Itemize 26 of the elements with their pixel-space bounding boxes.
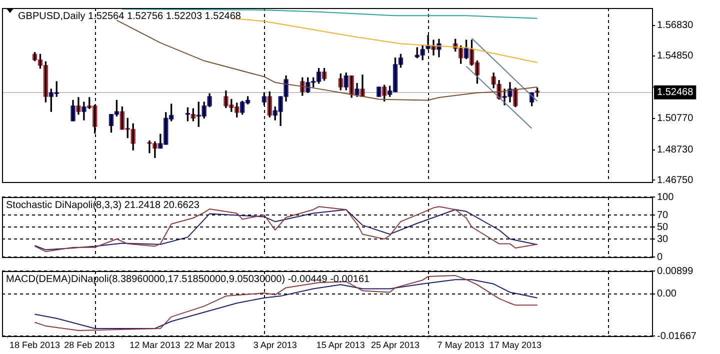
x-tick-label: 15 Apr 2013 xyxy=(316,340,365,350)
chart-title: MACD(DEMA)DiNapoli(8.38960000,17.51850000,9.05030000) -0.00449 -0.00161 xyxy=(6,274,370,285)
y-tick-label: 0.00 xyxy=(657,288,677,300)
y-tick-label: -0.01667 xyxy=(657,330,697,342)
chart-title: Stochastic DiNapoli(8,3,3) 21.2418 20.6623 xyxy=(6,200,200,211)
x-tick-label: 28 Feb 2013 xyxy=(64,340,115,350)
x-tick-label: 22 Mar 2013 xyxy=(184,340,235,350)
y-tick-label: 1.46750 xyxy=(657,174,694,186)
y-tick-label: 0 xyxy=(657,252,663,263)
x-tick-label: 18 Feb 2013 xyxy=(10,340,60,350)
x-tick-label: 25 Apr 2013 xyxy=(371,340,420,350)
y-tick-label: 30 xyxy=(657,234,669,245)
x-tick-label: 3 Apr 2013 xyxy=(253,340,297,350)
x-tick-label: 12 Mar 2013 xyxy=(130,340,180,350)
chart-title: GBPUSD,Daily 1.52564 1.52756 1.52203 1.52468 xyxy=(18,10,242,22)
x-tick-label: 17 May 2013 xyxy=(489,340,542,350)
x-tick-label: 7 May 2013 xyxy=(437,340,484,350)
y-tick-label: 1.56830 xyxy=(657,20,694,32)
y-tick-label: 1.54850 xyxy=(657,50,694,62)
ref-line-label: 1.52468 xyxy=(657,87,694,98)
y-tick-label: 0.00899 xyxy=(657,266,694,277)
y-tick-label: 1.48730 xyxy=(657,144,694,156)
y-tick-label: 1.50770 xyxy=(657,113,694,124)
y-tick-label: 50 xyxy=(657,222,669,233)
y-tick-label: 100 xyxy=(657,192,674,203)
y-tick-label: 70 xyxy=(657,210,669,221)
